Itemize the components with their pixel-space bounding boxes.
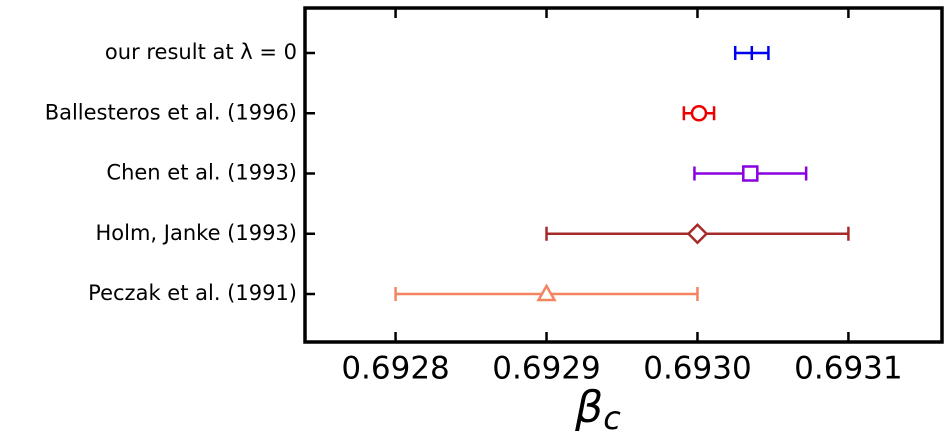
x-tick-label: 0.6929 [492, 351, 600, 387]
marker [690, 105, 708, 122]
marker [686, 222, 709, 245]
y-tick-label: Ballesteros et al. (1996) [45, 100, 297, 124]
x-axis-label: βc [574, 382, 621, 437]
y-tick-label: Chen et al. (1993) [106, 161, 297, 185]
x-tick-label: 0.6931 [794, 351, 902, 387]
x-axis-subscript: c [603, 399, 621, 437]
error-bar [545, 222, 850, 245]
plot-frame [303, 6, 944, 344]
y-tick-label: Holm, Janke (1993) [96, 221, 298, 245]
error-bar [693, 165, 808, 182]
y-tick-label: Peczak et al. (1991) [88, 281, 297, 305]
marker [536, 283, 557, 302]
marker [742, 165, 759, 182]
x-tick-label: 0.6930 [643, 351, 751, 387]
error-bar [682, 105, 716, 122]
error-bar [394, 283, 699, 302]
y-tick-label: our result at λ = 0 [105, 40, 297, 64]
x-axis-symbol: β [574, 382, 603, 433]
x-tick-label: 0.6928 [341, 351, 449, 387]
error-bar [733, 46, 770, 60]
